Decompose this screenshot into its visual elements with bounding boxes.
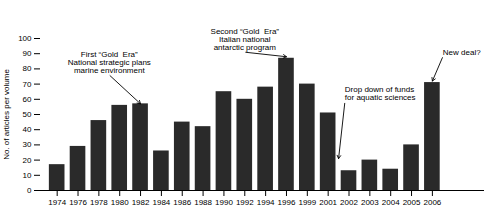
svg-text:100: 100 xyxy=(18,34,32,43)
svg-text:1984: 1984 xyxy=(153,198,171,207)
svg-text:80: 80 xyxy=(23,64,32,73)
svg-text:Second “Gold Era”Italian nati: Second “Gold Era”Italian nationalantarct… xyxy=(211,27,280,52)
svg-text:2004: 2004 xyxy=(382,198,400,207)
svg-text:1996: 1996 xyxy=(278,198,296,207)
svg-text:No. of articles per volume: No. of articles per volume xyxy=(2,69,11,160)
svg-text:1988: 1988 xyxy=(194,198,212,207)
svg-text:First “Gold Era”National stra: First “Gold Era”National strategic plans… xyxy=(68,50,151,75)
svg-text:50: 50 xyxy=(23,110,32,119)
svg-text:10: 10 xyxy=(23,171,32,180)
svg-text:1999: 1999 xyxy=(298,198,316,207)
svg-text:2003: 2003 xyxy=(361,198,379,207)
svg-text:2005: 2005 xyxy=(403,198,421,207)
svg-text:70: 70 xyxy=(23,80,32,89)
svg-text:2002: 2002 xyxy=(340,198,358,207)
svg-text:1986: 1986 xyxy=(173,198,191,207)
svg-text:40: 40 xyxy=(23,125,32,134)
svg-text:30: 30 xyxy=(23,140,32,149)
svg-text:1974: 1974 xyxy=(48,198,66,207)
svg-text:60: 60 xyxy=(23,95,32,104)
svg-text:20: 20 xyxy=(23,156,32,165)
svg-text:Drop down of fundsfor aquatic: Drop down of fundsfor aquatic sciences xyxy=(345,85,416,102)
svg-text:1992: 1992 xyxy=(236,198,254,207)
svg-text:1980: 1980 xyxy=(111,198,129,207)
svg-text:1976: 1976 xyxy=(69,198,87,207)
svg-text:1994: 1994 xyxy=(257,198,275,207)
svg-text:New deal?: New deal? xyxy=(443,48,481,57)
svg-text:90: 90 xyxy=(23,49,32,58)
svg-text:2001: 2001 xyxy=(319,198,337,207)
svg-text:1982: 1982 xyxy=(132,198,150,207)
svg-text:1978: 1978 xyxy=(90,198,108,207)
svg-text:1990: 1990 xyxy=(215,198,233,207)
svg-text:2006: 2006 xyxy=(423,198,441,207)
svg-text:0: 0 xyxy=(27,186,32,195)
